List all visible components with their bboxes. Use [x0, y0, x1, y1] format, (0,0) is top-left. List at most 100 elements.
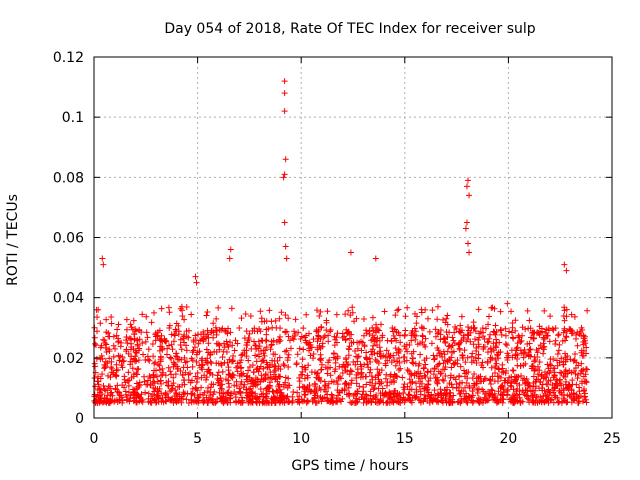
- data-point: [136, 345, 143, 352]
- data-point: [518, 372, 525, 379]
- data-point: [353, 380, 360, 387]
- data-point: [213, 398, 220, 405]
- data-point: [318, 366, 325, 373]
- data-point: [527, 388, 534, 395]
- data-point: [582, 396, 589, 403]
- data-point: [276, 315, 283, 322]
- data-point: [95, 306, 102, 313]
- data-point: [169, 385, 176, 392]
- data-point: [268, 375, 275, 382]
- data-point: [457, 363, 464, 370]
- data-point: [452, 359, 459, 366]
- data-point: [497, 374, 504, 381]
- data-point: [234, 340, 241, 347]
- data-point: [470, 319, 477, 326]
- data-point: [223, 390, 230, 397]
- data-point: [444, 384, 451, 391]
- data-point: [466, 394, 473, 401]
- data-point: [168, 341, 175, 348]
- data-point: [543, 326, 550, 333]
- data-point: [460, 336, 467, 343]
- data-point: [213, 360, 220, 367]
- data-point: [411, 325, 418, 332]
- data-point: [448, 344, 455, 351]
- data-point: [317, 356, 324, 363]
- data-point: [366, 379, 373, 386]
- y-axis-label: ROTI / TECUs: [5, 194, 21, 286]
- data-point: [317, 377, 324, 384]
- data-point: [458, 313, 465, 320]
- data-point: [527, 346, 534, 353]
- data-point: [260, 357, 267, 364]
- data-point: [115, 321, 122, 328]
- y-tick-label: 0.1: [62, 110, 84, 126]
- data-point: [300, 346, 307, 353]
- data-point: [380, 399, 387, 406]
- data-point: [294, 389, 301, 396]
- data-point: [238, 370, 245, 377]
- data-point: [543, 332, 550, 339]
- data-point: [113, 332, 120, 339]
- data-point: [382, 353, 389, 360]
- data-point: [162, 392, 169, 399]
- data-point: [368, 399, 375, 406]
- data-point: [485, 338, 492, 345]
- data-point: [495, 378, 502, 385]
- data-point: [317, 336, 324, 343]
- data-point: [578, 349, 585, 356]
- data-point: [94, 328, 101, 335]
- data-point: [227, 395, 234, 402]
- data-point: [352, 399, 359, 406]
- data-point: [321, 394, 328, 401]
- data-point: [522, 326, 529, 333]
- data-point: [418, 380, 425, 387]
- data-point: [478, 378, 485, 385]
- data-point: [289, 397, 296, 404]
- data-point: [360, 332, 367, 339]
- data-point: [525, 325, 532, 332]
- data-point: [463, 369, 470, 376]
- data-point: [493, 399, 500, 406]
- data-point: [113, 367, 120, 374]
- data-point: [442, 391, 449, 398]
- data-point: [294, 399, 301, 406]
- data-point: [160, 399, 167, 406]
- data-point: [422, 343, 429, 350]
- data-point: [315, 332, 322, 339]
- data-point: [98, 352, 105, 359]
- data-point: [263, 344, 270, 351]
- data-point: [432, 333, 439, 340]
- data-point: [194, 394, 201, 401]
- data-point: [397, 399, 404, 406]
- data-point: [490, 340, 497, 347]
- data-point: [253, 399, 260, 406]
- data-point: [446, 356, 453, 363]
- data-point: [188, 311, 195, 318]
- data-point: [311, 390, 318, 397]
- data-point: [142, 389, 149, 396]
- data-point: [311, 395, 318, 402]
- data-point: [317, 386, 324, 393]
- data-point: [367, 358, 374, 365]
- data-point: [241, 347, 248, 354]
- data-point: [298, 371, 305, 378]
- data-point: [320, 334, 327, 341]
- data-point: [260, 390, 267, 397]
- data-point: [167, 368, 174, 375]
- data-point: [555, 399, 562, 406]
- data-point: [344, 329, 351, 336]
- data-point: [131, 394, 138, 401]
- data-point: [453, 381, 460, 388]
- data-point: [123, 346, 130, 353]
- data-point: [113, 373, 120, 380]
- data-point: [583, 365, 590, 372]
- data-point: [346, 393, 353, 400]
- data-point: [340, 361, 347, 368]
- data-point: [190, 337, 197, 344]
- data-point: [106, 355, 113, 362]
- data-point: [163, 398, 170, 405]
- data-point: [359, 391, 366, 398]
- data-point: [175, 365, 182, 372]
- y-tick-label: 0.06: [53, 231, 84, 247]
- data-point: [497, 308, 504, 315]
